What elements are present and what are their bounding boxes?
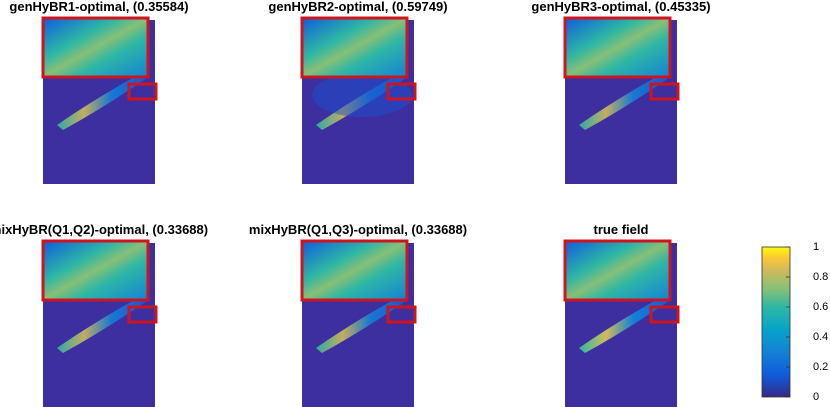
zoom-inset: [563, 239, 672, 302]
colorbar-tick-label: 0: [813, 391, 819, 403]
zoom-region: [127, 82, 158, 101]
zoom-inset: [563, 16, 672, 79]
panel-image: [41, 16, 158, 184]
zoom-region: [386, 305, 417, 324]
colorbar-tick-label: 1: [813, 241, 819, 253]
panel-title: genHyBR1-optimal, (0.35584): [9, 0, 188, 14]
field-streak: [579, 72, 669, 130]
panel-title: mixHyBR(Q1,Q3)-optimal, (0.33688): [249, 222, 467, 237]
zoom-inset: [300, 16, 409, 79]
panel-image: [300, 239, 417, 407]
zoom-inset: [41, 16, 150, 79]
colorbar-tick-label: 0.2: [813, 361, 828, 373]
zoom-region: [127, 305, 158, 324]
panel-image: [563, 239, 680, 407]
panel-image: [41, 239, 158, 407]
colorbar-tick-label: 0.4: [813, 331, 828, 343]
zoom-inset: [300, 239, 409, 302]
zoom-region: [386, 82, 417, 101]
panel-image: [563, 16, 680, 184]
colorbar-tick-label: 0.8: [813, 271, 828, 283]
zoom-region: [649, 305, 680, 324]
panel-title: genHyBR3-optimal, (0.45335): [531, 0, 710, 14]
blur-halo: [312, 73, 412, 117]
zoom-region: [649, 82, 680, 101]
zoom-inset: [41, 239, 150, 302]
field-streak: [57, 72, 147, 130]
panel-title: true field: [594, 222, 649, 237]
panel-title: mixHyBR(Q1,Q2)-optimal, (0.33688): [0, 222, 208, 237]
field-streak: [57, 295, 147, 353]
colorbar-tick-label: 0.6: [813, 301, 828, 313]
panel-title: genHyBR2-optimal, (0.59749): [268, 0, 447, 14]
colorbar: [761, 246, 791, 398]
panel-image: [300, 16, 417, 184]
field-streak: [579, 295, 669, 353]
field-streak: [316, 295, 406, 353]
